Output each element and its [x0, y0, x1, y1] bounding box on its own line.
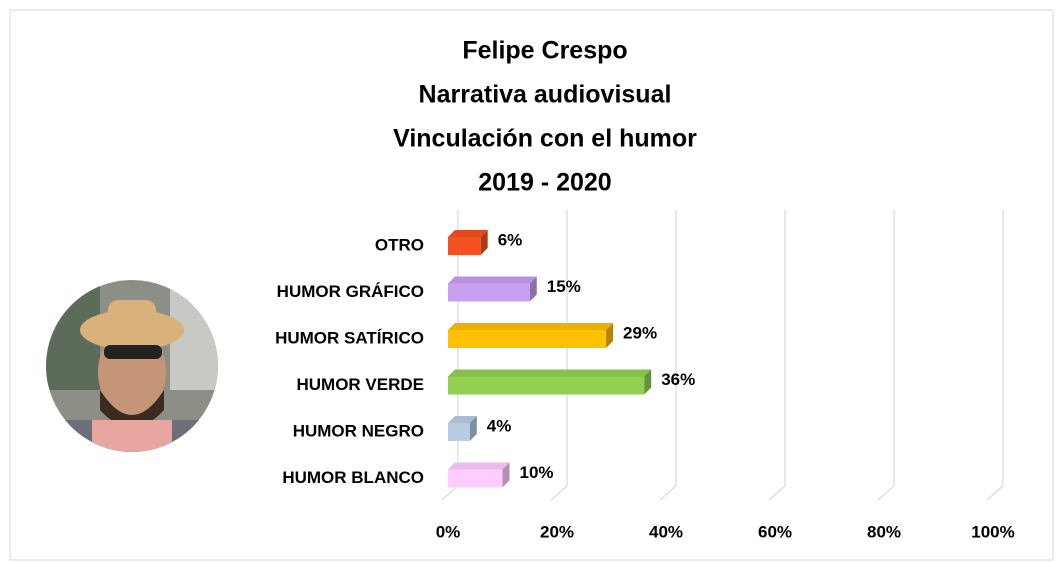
data-label: 29%	[623, 323, 657, 342]
bar-front	[448, 377, 644, 395]
data-label: 6%	[498, 230, 523, 249]
chart-title: Felipe Crespo	[462, 37, 627, 65]
chart: Felipe Crespo Narrativa audiovisual Vincul…	[0, 0, 1064, 563]
x-tick-label: 20%	[540, 522, 574, 541]
chart-title: Vinculación con el humor	[393, 125, 697, 153]
y-tick-label: HUMOR SATÍRICO	[275, 328, 424, 347]
bar-front	[448, 284, 530, 302]
y-tick-label: HUMOR BLANCO	[282, 468, 424, 487]
x-tick-label: 100%	[971, 522, 1014, 541]
data-label: 36%	[661, 370, 695, 389]
bar-top	[448, 230, 488, 237]
chart-title: Narrativa audiovisual	[419, 81, 672, 109]
y-tick-label: HUMOR GRÁFICO	[277, 282, 424, 301]
bar-front	[448, 237, 481, 255]
bar	[448, 323, 613, 348]
bar-top	[448, 463, 510, 470]
chart-title: 2019 - 2020	[478, 169, 611, 197]
data-label: 4%	[487, 416, 512, 435]
bar	[448, 416, 477, 441]
bar-top	[448, 277, 537, 284]
bar-top	[448, 323, 613, 330]
bar	[448, 277, 537, 302]
x-tick-label: 80%	[867, 522, 901, 541]
bar-front	[448, 330, 606, 348]
bar	[448, 230, 488, 255]
data-label: 10%	[520, 463, 554, 482]
bar	[448, 463, 510, 488]
y-tick-label: HUMOR NEGRO	[293, 421, 424, 440]
x-tick-label: 60%	[758, 522, 792, 541]
bar-front	[448, 470, 503, 488]
y-tick-label: HUMOR VERDE	[296, 375, 424, 394]
x-tick-label: 0%	[436, 522, 461, 541]
bar-front	[448, 423, 470, 441]
x-tick-label: 40%	[649, 522, 683, 541]
data-label: 15%	[547, 277, 581, 296]
page: Felipe Crespo Narrativa audiovisual Vincul…	[0, 0, 1064, 563]
y-tick-label: OTRO	[375, 235, 424, 254]
bar	[448, 370, 651, 395]
bar-top	[448, 370, 651, 377]
